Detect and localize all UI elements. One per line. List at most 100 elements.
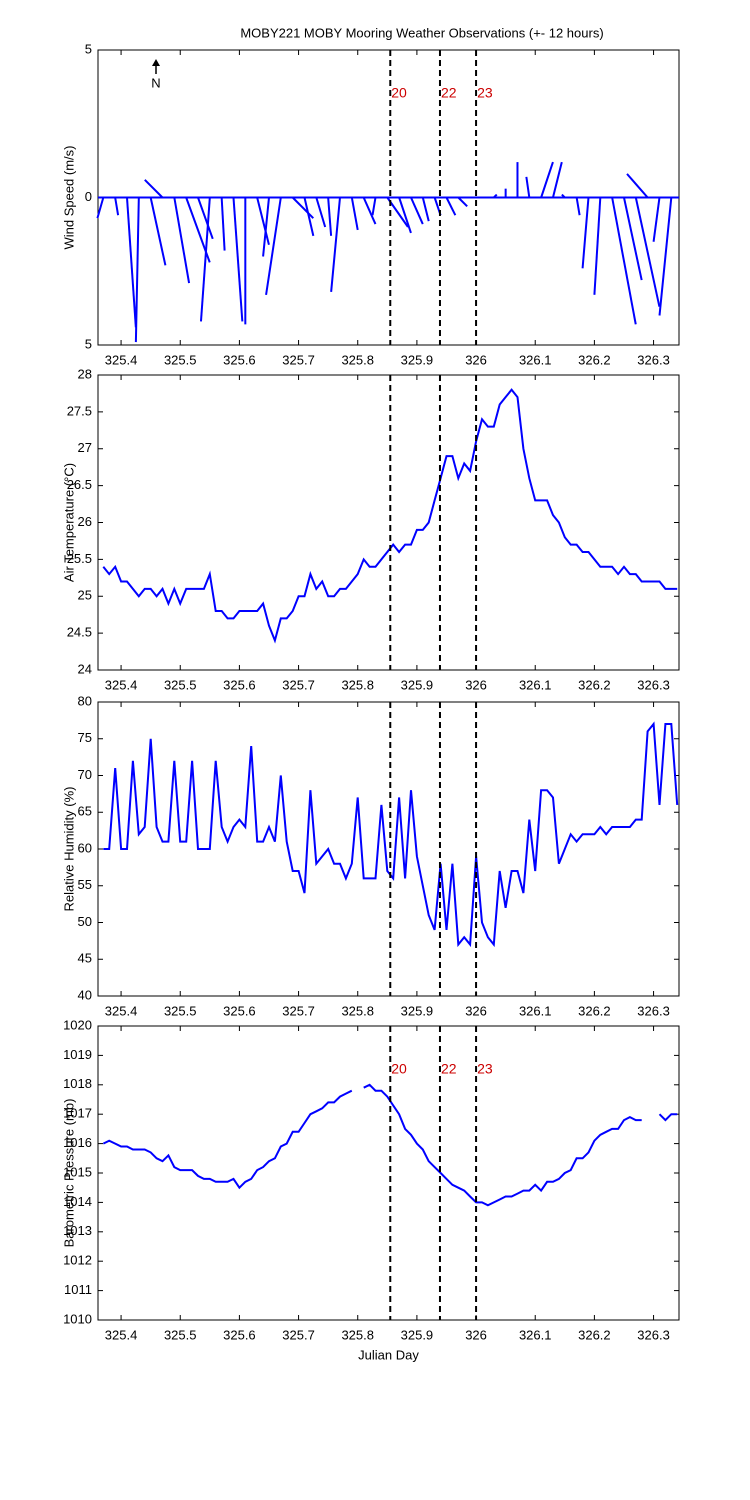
x-tick-label: 326 bbox=[465, 677, 487, 692]
x-tick-label: 326.1 bbox=[519, 677, 552, 692]
wind-stick bbox=[220, 197, 226, 251]
x-tick-label: 325.5 bbox=[164, 677, 197, 692]
y-tick-label: 1015 bbox=[63, 1164, 92, 1179]
chart-title: MOBY221 MOBY Mooring Weather Observation… bbox=[240, 25, 603, 40]
x-tick-label: 325.9 bbox=[401, 1003, 434, 1018]
event-marker-label: 23 bbox=[477, 1061, 493, 1077]
wind-stick bbox=[362, 197, 377, 225]
y-tick-label: 25.5 bbox=[67, 551, 92, 566]
y-tick-label: 24 bbox=[78, 661, 92, 676]
x-tick-label: 325.7 bbox=[282, 1003, 315, 1018]
y-axis-label: Barometric Pressure (mb) bbox=[61, 1099, 76, 1248]
y-axis-label: Air Temperature (°C) bbox=[61, 463, 76, 582]
y-tick-label: 75 bbox=[78, 730, 92, 745]
wind-stick bbox=[457, 196, 468, 208]
x-tick-label: 325.8 bbox=[341, 1003, 374, 1018]
x-tick-label: 325.6 bbox=[223, 1327, 256, 1342]
x-tick-label: 325.8 bbox=[341, 1327, 374, 1342]
y-tick-label: 1012 bbox=[63, 1253, 92, 1268]
y-tick-label: 1019 bbox=[63, 1047, 92, 1062]
wind-stick bbox=[398, 197, 412, 234]
wind-stick bbox=[410, 197, 424, 225]
wind-stick bbox=[330, 197, 341, 292]
y-tick-label: 80 bbox=[78, 693, 92, 708]
y-tick-label: 45 bbox=[78, 951, 92, 966]
wind-stick bbox=[445, 197, 457, 216]
x-tick-label: 325.4 bbox=[105, 677, 138, 692]
y-tick-label: 27.5 bbox=[67, 403, 92, 418]
y-axis-label: Relative Humidity (%) bbox=[61, 787, 76, 912]
wind-stick bbox=[125, 197, 137, 328]
wind-stick bbox=[493, 193, 498, 199]
x-tick-label: 326.2 bbox=[578, 352, 611, 367]
x-tick-label: 326.2 bbox=[578, 1327, 611, 1342]
wind-stick bbox=[144, 179, 164, 199]
event-marker-label: 20 bbox=[391, 85, 407, 101]
x-tick-label: 325.5 bbox=[164, 352, 197, 367]
x-tick-label: 326.3 bbox=[637, 352, 670, 367]
wind-stick bbox=[652, 197, 661, 242]
plot-frame bbox=[97, 701, 680, 997]
x-tick-label: 325.4 bbox=[105, 352, 138, 367]
x-tick-label: 325.8 bbox=[341, 677, 374, 692]
x-tick-label: 325.5 bbox=[164, 1327, 197, 1342]
x-tick-label: 325.8 bbox=[341, 352, 374, 367]
x-tick-label: 326.1 bbox=[519, 1327, 552, 1342]
wind-stick bbox=[575, 197, 581, 216]
y-tick-label: 65 bbox=[78, 804, 92, 819]
wind-stick bbox=[611, 197, 637, 325]
x-tick-label: 326.2 bbox=[578, 677, 611, 692]
wind-stick bbox=[149, 197, 167, 266]
x-tick-label: 326 bbox=[465, 1003, 487, 1018]
wind-stick bbox=[197, 197, 214, 240]
x-tick-label: 325.9 bbox=[401, 677, 434, 692]
wind-stick bbox=[552, 161, 563, 198]
y-tick-label: 50 bbox=[78, 914, 92, 929]
x-tick-label: 326.3 bbox=[637, 1327, 670, 1342]
wind-stick bbox=[421, 197, 430, 222]
y-tick-label: 40 bbox=[78, 987, 92, 1002]
x-tick-label: 326.3 bbox=[637, 677, 670, 692]
y-tick-label: 24.5 bbox=[67, 625, 92, 640]
wind-stick bbox=[96, 197, 105, 219]
x-tick-label: 326.1 bbox=[519, 352, 552, 367]
y-tick-label: 25 bbox=[78, 588, 92, 603]
wind-stick bbox=[622, 197, 643, 281]
x-tick-label: 326 bbox=[465, 352, 487, 367]
x-tick-label: 326 bbox=[465, 1327, 487, 1342]
wind-stick bbox=[658, 197, 673, 316]
wind-stick bbox=[114, 197, 120, 216]
x-tick-label: 325.7 bbox=[282, 1327, 315, 1342]
y-tick-label: 5 bbox=[85, 336, 92, 351]
wind-stick bbox=[232, 197, 244, 322]
y-tick-label: 1016 bbox=[63, 1135, 92, 1150]
y-tick-label: 26.5 bbox=[67, 477, 92, 492]
x-tick-label: 325.9 bbox=[401, 1327, 434, 1342]
event-marker-label: 20 bbox=[391, 1061, 407, 1077]
y-tick-label: 0 bbox=[85, 189, 92, 204]
y-tick-label: 55 bbox=[78, 877, 92, 892]
north-arrowhead bbox=[152, 59, 160, 66]
wind-stick bbox=[262, 197, 270, 257]
x-tick-label: 326.2 bbox=[578, 1003, 611, 1018]
wind-stick bbox=[303, 197, 315, 237]
y-tick-label: 28 bbox=[78, 366, 92, 381]
wind-stick bbox=[199, 197, 211, 322]
y-tick-label: 1020 bbox=[63, 1017, 92, 1032]
x-tick-label: 325.7 bbox=[282, 352, 315, 367]
x-tick-label: 325.6 bbox=[223, 352, 256, 367]
wind-stick bbox=[350, 197, 359, 231]
y-tick-label: 1010 bbox=[63, 1311, 92, 1326]
x-tick-label: 325.7 bbox=[282, 677, 315, 692]
wind-stick bbox=[593, 197, 602, 295]
wind-stick bbox=[291, 196, 315, 219]
north-label: N bbox=[151, 75, 160, 90]
plot-frame bbox=[97, 1025, 680, 1321]
wind-stick bbox=[256, 197, 270, 245]
wind-stick bbox=[561, 193, 566, 199]
x-tick-label: 325.4 bbox=[105, 1327, 138, 1342]
y-tick-label: 1011 bbox=[64, 1282, 92, 1297]
x-tick-label: 325.6 bbox=[223, 677, 256, 692]
x-tick-label: 325.5 bbox=[164, 1003, 197, 1018]
y-tick-label: 5 bbox=[85, 41, 92, 56]
